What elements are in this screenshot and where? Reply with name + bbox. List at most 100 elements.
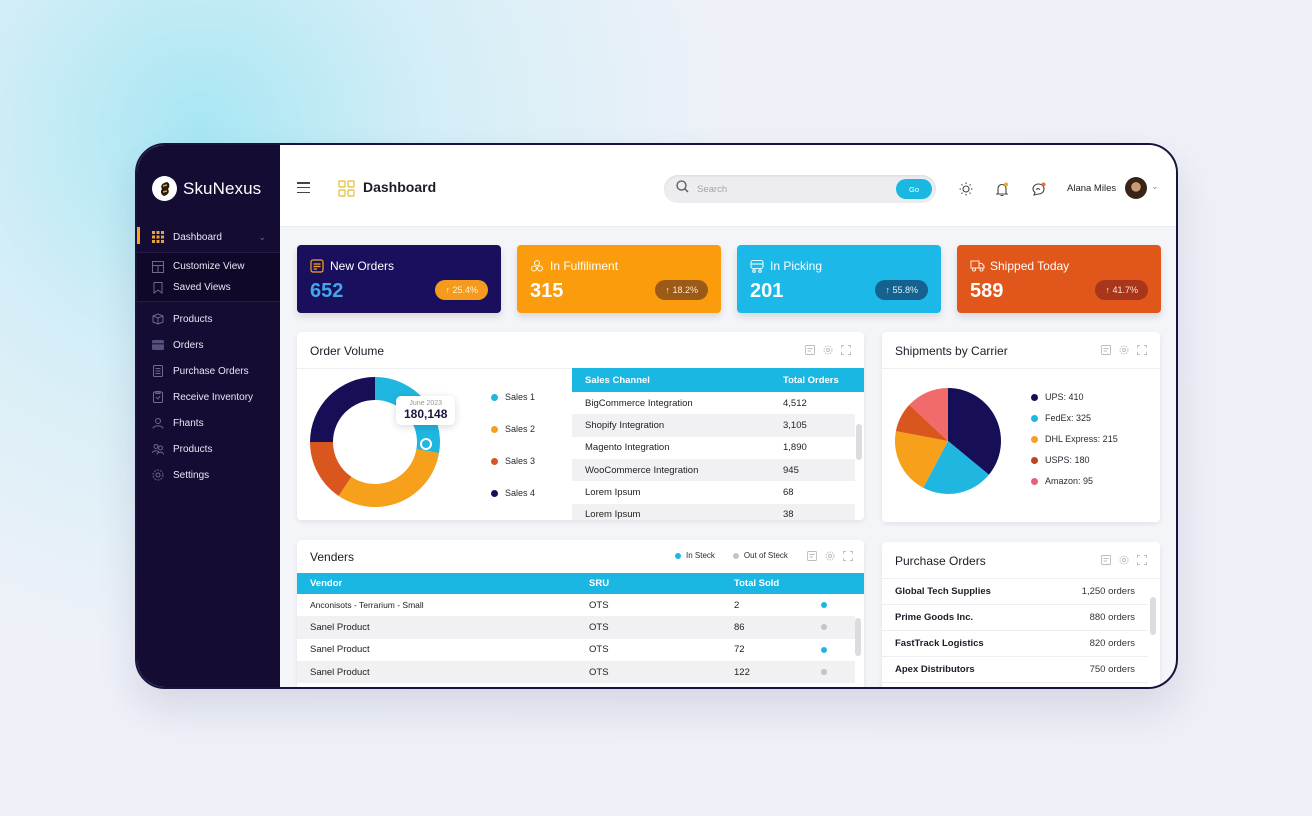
table-header: Sales Channel Total Orders <box>572 368 864 392</box>
main-content: Dashboard Go Alana Miles ⌄ New Orders <box>280 145 1176 687</box>
sidebar-item-settings[interactable]: Settings <box>137 462 280 488</box>
legend-item[interactable]: Sales 1 <box>491 392 535 402</box>
search-input[interactable] <box>697 183 887 195</box>
card-tools <box>1101 345 1147 355</box>
notifications-bell-icon[interactable] <box>994 181 1010 197</box>
table-row[interactable]: Lorem Ipsum 38 <box>572 503 855 520</box>
legend-item[interactable]: Amazon: 95 <box>1031 476 1118 486</box>
legend-dot <box>491 393 498 401</box>
table-row[interactable]: Shopify Integration 3,105 <box>572 414 855 437</box>
grid-icon <box>152 231 164 243</box>
report-icon[interactable] <box>805 345 815 355</box>
sidebar-item-receive-inventory[interactable]: Receive Inventory <box>137 384 280 410</box>
settings-icon[interactable] <box>823 345 833 355</box>
kpi-card-in-fulfillment[interactable]: In Fulfiliment 315 ↑ 18.2% <box>517 245 721 313</box>
chevron-down-icon[interactable]: ⌄ <box>258 231 266 242</box>
sidebar-item-label: Customize View <box>173 261 245 272</box>
out-of-stock-indicator <box>821 624 827 631</box>
app-window: SkuNexus Dashboard ⌄ Customize View Save… <box>135 143 1178 689</box>
legend-item[interactable]: Sales 4 <box>491 488 535 498</box>
report-icon[interactable] <box>1101 345 1111 355</box>
menu-toggle-button[interactable] <box>297 182 310 193</box>
table-scrollbar[interactable] <box>856 424 862 460</box>
carrier-legend: UPS: 410 FedEx: 325 DHL Express: 215 USP… <box>1031 392 1118 486</box>
messages-chat-icon[interactable] <box>1030 181 1046 197</box>
legend-item[interactable]: USPS: 180 <box>1031 455 1118 465</box>
expand-icon[interactable] <box>841 345 851 355</box>
user-name[interactable]: Alana Miles <box>1067 183 1117 194</box>
search-bar: Go <box>664 175 936 203</box>
sidebar-item-label: Orders <box>173 339 204 351</box>
table-row[interactable]: BigCommerce Integration 4,512 <box>585 397 807 409</box>
logo[interactable]: SkuNexus <box>152 176 261 201</box>
kpi-change-badge: ↑ 55.8% <box>875 280 928 300</box>
purchase-order-row[interactable]: Apex Distributors 750 orders <box>882 657 1148 683</box>
sidebar-item-saved-views[interactable]: Saved Views <box>137 277 280 298</box>
donut-legend: Sales 1 Sales 2 Sales 3 Sales 4 <box>491 392 535 498</box>
legend-item-out-of-stock[interactable]: Out of Steck <box>732 551 788 560</box>
legend-dot <box>1031 393 1038 401</box>
vendor-row[interactable]: Sanel Product OTS 72 <box>297 639 855 661</box>
sidebar: SkuNexus Dashboard ⌄ Customize View Save… <box>137 145 280 687</box>
dashboard-subnav: Customize View Saved Views <box>137 252 280 302</box>
card-title: Shipments by Carrier <box>895 344 1008 358</box>
purchase-order-row[interactable]: Global Tech Supplies 1,250 orders <box>882 579 1148 605</box>
kpi-card-new-orders[interactable]: New Orders 652 ↑ 25.4% <box>297 245 501 313</box>
vendors-card: Venders In Steck Out of Steck Vendor SRU… <box>297 540 864 687</box>
sidebar-item-orders[interactable]: Orders <box>137 332 280 358</box>
expand-icon[interactable] <box>1137 555 1147 565</box>
vendor-row[interactable]: Anconisots - Terrarium - Small OTS 2 <box>297 594 855 616</box>
cart-icon <box>750 259 764 273</box>
vendors-scrollbar[interactable] <box>855 618 861 656</box>
report-icon[interactable] <box>1101 555 1111 565</box>
legend-item[interactable]: Sales 2 <box>491 424 535 434</box>
table-row[interactable]: WooCommerce Integration 945 <box>572 458 855 482</box>
kpi-change-badge: ↑ 41.7% <box>1095 280 1148 300</box>
user-avatar[interactable] <box>1125 177 1147 199</box>
vendor-row[interactable]: Sanel Product OTS 86 <box>297 616 855 639</box>
sidebar-item-customize-view[interactable]: Customize View <box>137 256 280 277</box>
sidebar-item-dashboard[interactable]: Dashboard ⌄ <box>137 224 280 250</box>
top-bar: Dashboard Go Alana Miles ⌄ <box>280 145 1176 227</box>
vendor-row[interactable]: Sanel Product OTS 122 <box>297 660 855 684</box>
user-icon <box>152 417 164 429</box>
settings-icon[interactable] <box>825 551 835 561</box>
sidebar-item-label: Settings <box>173 469 210 481</box>
card-title: Order Volume <box>310 344 385 358</box>
legend-item-in-stock[interactable]: In Steck <box>675 551 715 560</box>
layout-icon <box>152 260 164 273</box>
order-volume-donut-chart[interactable] <box>310 377 440 507</box>
legend-item[interactable]: DHL Express: 215 <box>1031 434 1118 444</box>
settings-icon[interactable] <box>1119 555 1129 565</box>
report-icon[interactable] <box>807 551 817 561</box>
settings-icon[interactable] <box>1119 345 1129 355</box>
sidebar-item-label: Fhants <box>173 417 204 429</box>
theme-toggle-sun-icon[interactable] <box>958 181 974 197</box>
sidebar-item-products[interactable]: Products <box>137 306 280 332</box>
sidebar-item-purchase-orders[interactable]: Purchase Orders <box>137 358 280 384</box>
tooltip-date: June 2023 <box>409 400 443 407</box>
shipments-pie-chart[interactable] <box>895 388 1001 494</box>
sidebar-item-fhants[interactable]: Fhants <box>137 410 280 436</box>
table-row[interactable]: Lorem Ipsum 68 <box>585 486 794 498</box>
kpi-value: 201 <box>750 280 784 302</box>
legend-item[interactable]: UPS: 410 <box>1031 392 1118 402</box>
users-icon <box>152 443 164 455</box>
search-go-button[interactable]: Go <box>896 179 932 199</box>
sales-channel-table: Sales Channel Total Orders BigCommerce I… <box>572 368 864 520</box>
kpi-card-shipped-today[interactable]: Shipped Today 589 ↑ 41.7% <box>957 245 1161 313</box>
box-icon <box>152 313 164 325</box>
expand-icon[interactable] <box>843 551 853 561</box>
hamburger-icon <box>297 182 310 184</box>
chevron-down-icon[interactable]: ⌄ <box>1151 181 1159 191</box>
purchase-orders-scrollbar[interactable] <box>1150 597 1156 635</box>
kpi-card-in-picking[interactable]: In Picking 201 ↑ 55.8% <box>737 245 941 313</box>
table-row[interactable]: Magento Integration 1,890 <box>585 442 807 454</box>
legend-item[interactable]: FedEx: 325 <box>1031 413 1118 423</box>
purchase-order-row[interactable]: FastTrack Logistics 820 orders <box>882 631 1148 657</box>
legend-item[interactable]: Sales 3 <box>491 456 535 466</box>
purchase-order-row[interactable]: Prime Goods Inc. 880 orders <box>882 605 1148 631</box>
expand-icon[interactable] <box>1137 345 1147 355</box>
sidebar-item-label: Purchase Orders <box>173 365 249 377</box>
sidebar-item-products-2[interactable]: Products <box>137 436 280 462</box>
